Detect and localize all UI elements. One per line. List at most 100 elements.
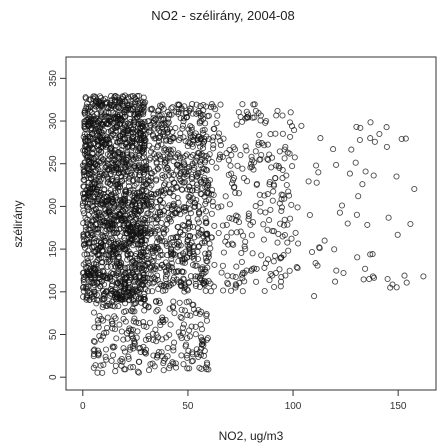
data-point bbox=[239, 101, 246, 108]
data-point bbox=[116, 211, 123, 218]
data-point bbox=[189, 187, 196, 194]
data-point bbox=[215, 156, 223, 163]
data-point bbox=[134, 110, 141, 117]
data-point bbox=[180, 159, 187, 166]
data-point bbox=[214, 133, 221, 140]
data-point bbox=[92, 249, 99, 256]
data-point bbox=[193, 350, 200, 358]
data-point bbox=[232, 217, 240, 224]
data-point bbox=[86, 239, 93, 246]
data-point bbox=[127, 106, 134, 113]
data-point bbox=[187, 122, 194, 130]
data-point bbox=[148, 190, 155, 197]
data-point bbox=[109, 222, 116, 229]
data-point bbox=[173, 233, 180, 240]
data-point bbox=[287, 109, 294, 116]
data-point bbox=[121, 285, 128, 292]
data-point bbox=[203, 232, 210, 239]
data-point bbox=[97, 102, 104, 109]
data-point bbox=[120, 336, 127, 343]
data-point bbox=[190, 301, 197, 308]
data-point bbox=[145, 245, 152, 252]
data-point bbox=[281, 216, 288, 223]
data-point bbox=[194, 184, 201, 191]
data-point bbox=[277, 255, 284, 262]
data-point bbox=[96, 332, 103, 340]
data-point bbox=[134, 176, 141, 183]
data-point bbox=[186, 247, 193, 254]
data-point bbox=[169, 128, 176, 135]
data-point bbox=[278, 204, 285, 211]
data-point bbox=[150, 117, 158, 124]
data-point bbox=[97, 283, 104, 290]
data-point bbox=[128, 172, 135, 179]
data-point bbox=[119, 158, 126, 165]
data-point bbox=[136, 358, 143, 365]
data-point bbox=[331, 246, 338, 253]
data-point bbox=[112, 368, 119, 375]
data-point bbox=[123, 156, 130, 163]
data-point bbox=[222, 238, 229, 245]
data-point bbox=[272, 175, 279, 182]
data-point bbox=[86, 194, 93, 201]
data-point bbox=[116, 97, 123, 104]
data-point bbox=[367, 251, 374, 258]
data-point bbox=[232, 273, 239, 281]
data-point bbox=[146, 124, 153, 131]
data-point bbox=[104, 179, 111, 186]
data-point bbox=[139, 120, 146, 127]
data-point bbox=[286, 267, 293, 274]
data-point bbox=[195, 353, 202, 361]
data-point bbox=[275, 230, 282, 238]
data-point bbox=[189, 152, 197, 159]
data-point bbox=[158, 141, 165, 148]
data-point bbox=[219, 262, 226, 269]
data-point bbox=[313, 162, 320, 169]
data-point bbox=[200, 280, 207, 287]
data-point bbox=[266, 277, 273, 284]
data-point bbox=[160, 128, 167, 135]
data-point bbox=[179, 222, 186, 229]
data-point bbox=[184, 354, 191, 361]
data-point bbox=[332, 278, 339, 285]
data-point bbox=[125, 179, 132, 186]
data-point bbox=[203, 177, 210, 184]
data-point bbox=[175, 267, 182, 275]
data-point bbox=[112, 286, 119, 293]
data-point bbox=[179, 268, 186, 275]
data-point bbox=[192, 262, 199, 269]
data-point bbox=[276, 148, 283, 155]
data-point bbox=[208, 210, 215, 217]
data-point bbox=[201, 135, 208, 142]
data-point bbox=[131, 339, 138, 346]
data-point bbox=[96, 312, 103, 319]
data-point bbox=[270, 188, 277, 195]
data-point bbox=[196, 209, 203, 216]
data-point bbox=[81, 237, 88, 244]
data-point bbox=[353, 211, 360, 218]
data-point bbox=[99, 267, 106, 274]
data-point bbox=[271, 252, 279, 259]
data-point bbox=[393, 284, 400, 291]
data-point bbox=[183, 110, 190, 117]
data-point bbox=[210, 125, 217, 133]
data-point bbox=[115, 99, 123, 106]
data-point bbox=[165, 119, 172, 126]
data-point bbox=[249, 114, 256, 121]
data-point bbox=[202, 208, 210, 215]
data-point bbox=[97, 336, 105, 343]
data-point bbox=[244, 178, 251, 185]
data-point bbox=[95, 320, 102, 327]
data-point bbox=[84, 255, 91, 262]
data-point bbox=[204, 335, 211, 342]
data-point bbox=[238, 258, 245, 266]
data-point bbox=[132, 96, 139, 103]
data-point bbox=[180, 115, 187, 122]
data-point bbox=[108, 127, 115, 134]
data-point bbox=[154, 204, 161, 211]
data-point bbox=[229, 273, 236, 280]
data-point bbox=[144, 281, 151, 288]
data-point bbox=[83, 285, 91, 292]
data-point bbox=[277, 283, 284, 290]
data-point bbox=[153, 224, 160, 231]
